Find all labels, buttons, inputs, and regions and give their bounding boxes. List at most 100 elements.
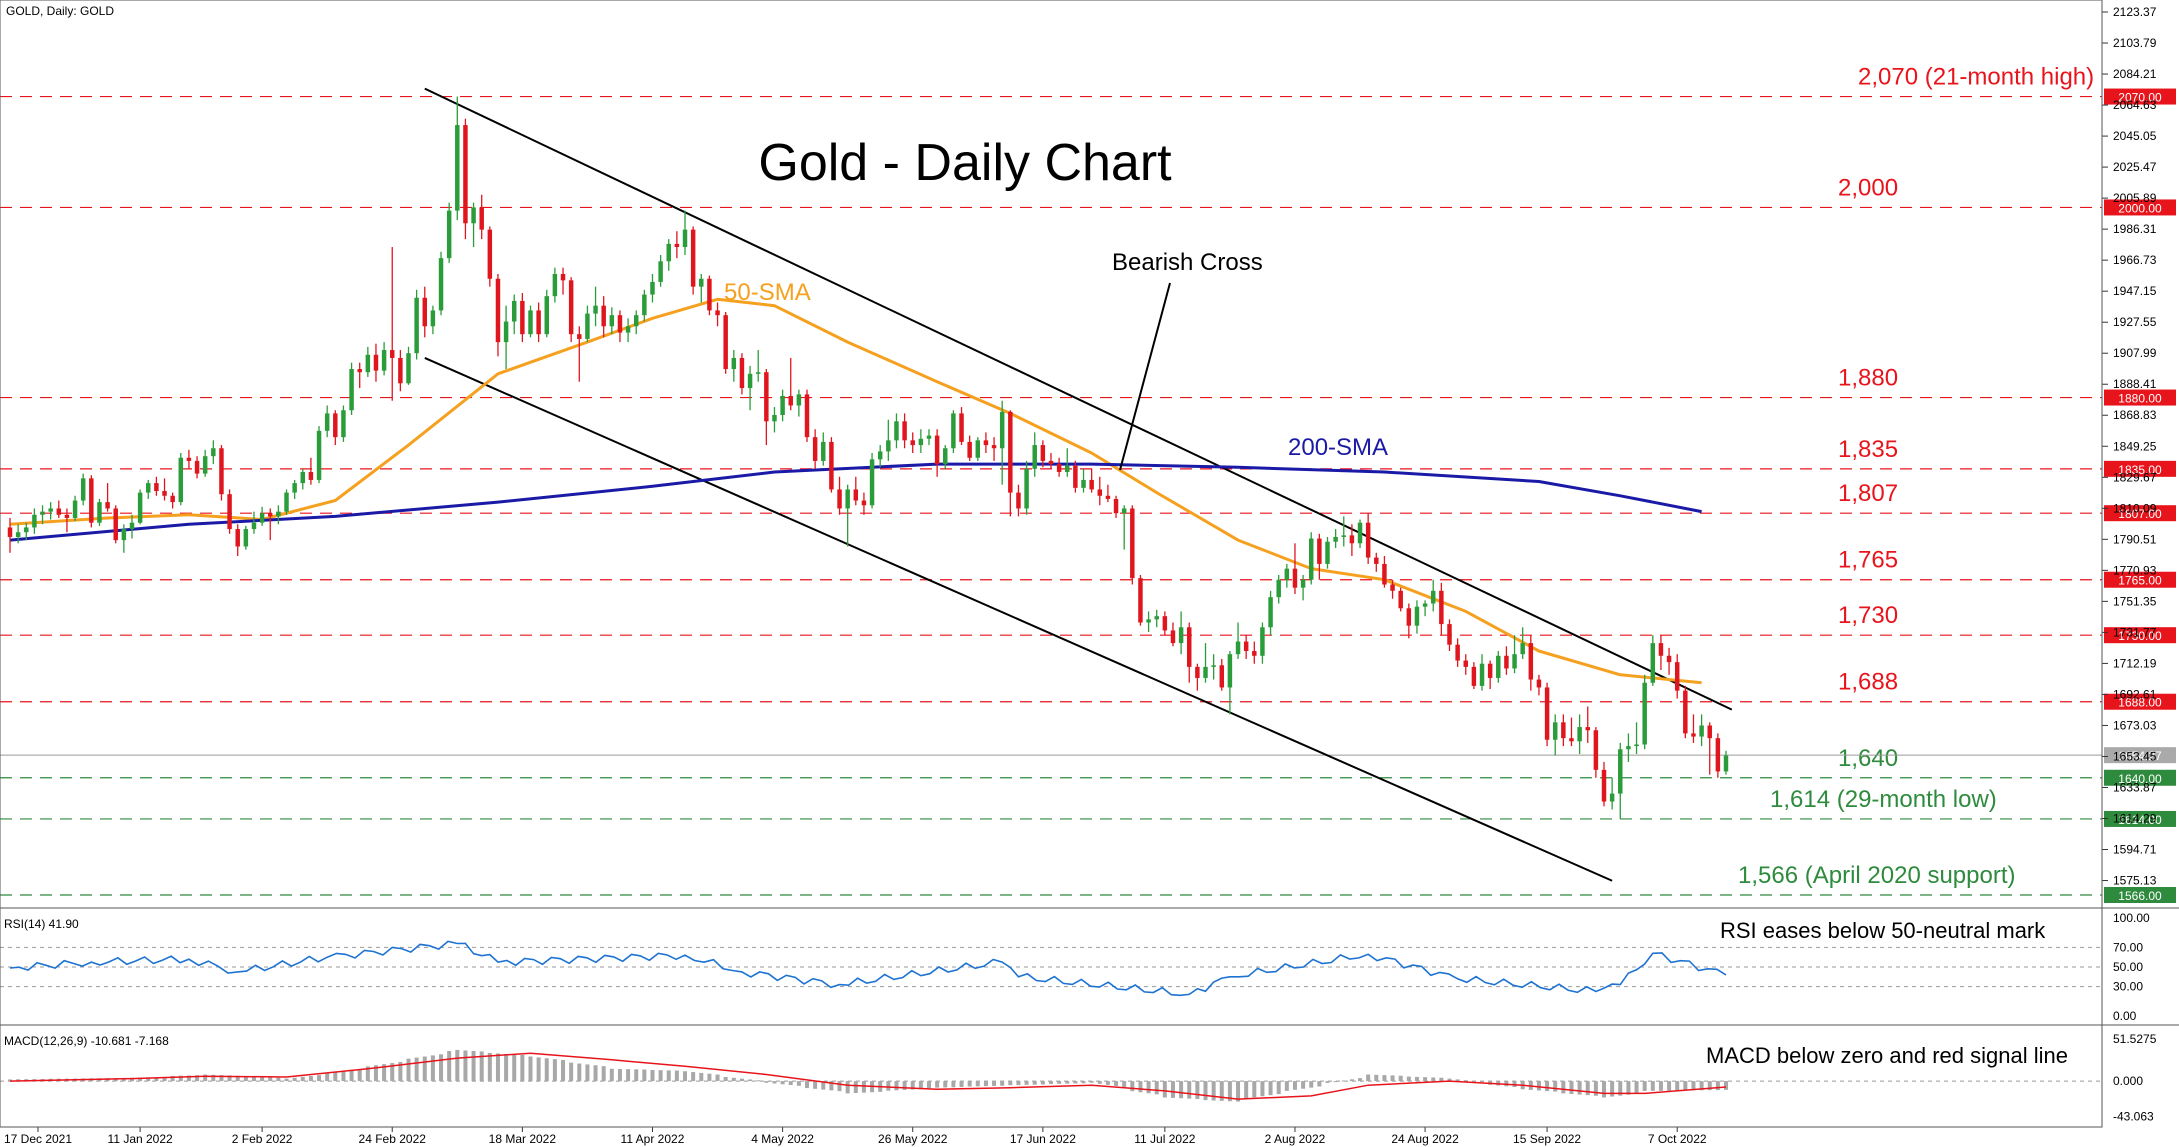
candle [1561,714,1566,747]
candle-body [731,357,737,370]
level-tag-1835: 1835.00 [2118,463,2162,477]
candle-body [349,369,354,411]
candle [471,202,476,248]
macd-histogram-bar [138,1077,143,1082]
candle-body [471,207,476,224]
level-tag-1688: 1688.00 [2118,696,2162,710]
macd-histogram-bar [1390,1075,1395,1082]
candle [934,429,940,477]
candle [739,353,745,395]
candle-body [1325,541,1330,564]
candle [1308,532,1314,585]
candle-body [422,297,428,327]
candle [845,484,850,547]
candle-body [650,281,655,295]
macd-histogram-bar [593,1065,598,1082]
macd-histogram-bar [1683,1081,1688,1091]
level-tag-1730: 1730.00 [2118,629,2162,643]
candle [333,410,338,446]
candle-body [1121,508,1127,514]
macd-histogram-bar [1642,1081,1647,1091]
candle-body [739,357,745,389]
macd-histogram-bar [487,1052,492,1082]
candle [15,524,21,544]
macd-histogram-bar [243,1076,248,1082]
candle-body [1406,608,1412,626]
macd-histogram-bar [455,1049,460,1082]
rsi-label: RSI(14) 41.90 [4,917,79,931]
candle [1154,609,1159,628]
macd-histogram-bar [1236,1081,1241,1102]
candle-body [373,354,379,371]
macd-histogram-bar [390,1063,395,1082]
macd-histogram-bar [609,1068,614,1082]
candle [1691,714,1696,743]
candle-body [1439,590,1444,625]
macd-histogram-bar [357,1068,362,1082]
candle [1040,440,1046,468]
candle [747,365,753,411]
price-tick-label: 2005.89 [2113,191,2157,205]
candle-body [699,278,704,287]
candle-body [259,513,265,523]
candle [479,194,484,240]
candle [129,514,135,539]
candle-body [1536,679,1542,688]
macd-histogram-bar [1431,1077,1436,1082]
candle [544,289,549,338]
macd-histogram-bar [1715,1081,1720,1091]
level-tag-bg-1730 [2104,627,2176,644]
candle-body [1390,584,1395,591]
macd-histogram-bar [1398,1075,1403,1082]
candle-body [1471,666,1477,686]
macd-histogram-bar [1707,1081,1712,1091]
date-tick-label: 11 Jan 2022 [108,1132,173,1146]
candle-body [690,229,696,287]
candle [1032,432,1037,477]
macd-histogram-bar [796,1081,801,1086]
candle-body [1601,769,1607,802]
macd-histogram-bar [821,1081,826,1090]
candle-body [1146,619,1151,623]
macd-histogram-bar [617,1068,622,1082]
candle [528,305,533,338]
candle-body [1463,660,1468,667]
current-price-tag-bg [2104,747,2176,764]
candle-body [186,457,192,461]
level-tag-bg-1765 [2104,571,2176,588]
candle [536,302,541,343]
candle-body [1626,746,1631,750]
candle [926,429,932,446]
candle-body [1374,557,1379,564]
candle [7,517,13,553]
candle [284,489,289,515]
macd-histogram-bar [1325,1081,1330,1083]
candle [268,508,273,541]
candle-body [625,326,631,333]
candle [89,475,94,528]
candle [1121,505,1127,550]
candle [690,226,696,295]
candle-body [926,435,932,439]
candle-body [129,522,135,530]
candle [1658,635,1664,671]
candle [1195,663,1200,691]
candle-body [1349,535,1355,544]
price-tick-label: 1888.41 [2113,377,2157,391]
candle-body [1235,641,1241,655]
candle-body [1276,579,1281,598]
candle [1512,635,1517,674]
sma50-label: 50-SMA [724,279,811,306]
level-tag-1566: 1566.00 [2118,889,2162,903]
macd-tick-label: -43.063 [2113,1109,2154,1123]
candle-body [788,395,793,406]
candle [1260,622,1265,664]
candle-body [1447,624,1452,645]
candle-body [1496,655,1501,678]
macd-histogram-bar [1048,1081,1053,1084]
candle [1569,717,1574,747]
candle [32,508,37,534]
rsi-tick-label: 100.00 [2113,911,2150,925]
candle-body [1382,563,1387,585]
